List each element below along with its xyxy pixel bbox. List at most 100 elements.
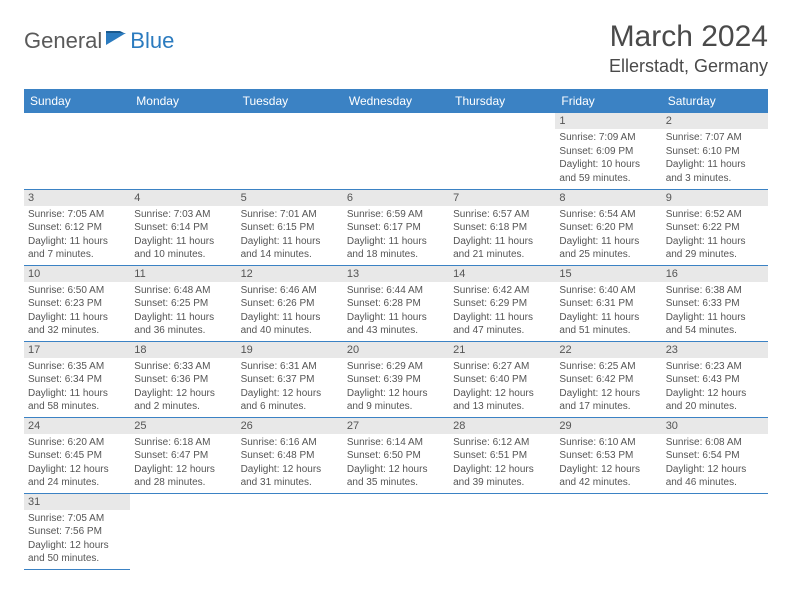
sunrise: Sunrise: 6:14 AM <box>347 436 445 450</box>
sunset: Sunset: 6:37 PM <box>241 373 339 387</box>
day-content: Sunrise: 7:09 AMSunset: 6:09 PMDaylight:… <box>555 129 661 187</box>
daylight: Daylight: 12 hours and 13 minutes. <box>453 387 551 414</box>
day-number: 24 <box>24 418 130 434</box>
sunrise: Sunrise: 6:25 AM <box>559 360 657 374</box>
day-number: 16 <box>662 266 768 282</box>
day-header-thursday: Thursday <box>449 89 555 113</box>
daylight: Daylight: 12 hours and 24 minutes. <box>28 463 126 490</box>
day-content: Sunrise: 6:12 AMSunset: 6:51 PMDaylight:… <box>449 434 555 492</box>
sunset: Sunset: 6:39 PM <box>347 373 445 387</box>
location: Ellerstadt, Germany <box>609 56 768 77</box>
sunrise: Sunrise: 6:33 AM <box>134 360 232 374</box>
sunset: Sunset: 6:50 PM <box>347 449 445 463</box>
sunset: Sunset: 6:53 PM <box>559 449 657 463</box>
day-content: Sunrise: 6:57 AMSunset: 6:18 PMDaylight:… <box>449 206 555 264</box>
sunset: Sunset: 6:40 PM <box>453 373 551 387</box>
sunrise: Sunrise: 6:31 AM <box>241 360 339 374</box>
day-cell: 29Sunrise: 6:10 AMSunset: 6:53 PMDayligh… <box>555 417 661 493</box>
day-content: Sunrise: 7:01 AMSunset: 6:15 PMDaylight:… <box>237 206 343 264</box>
daylight: Daylight: 11 hours and 7 minutes. <box>28 235 126 262</box>
sunset: Sunset: 6:29 PM <box>453 297 551 311</box>
sunrise: Sunrise: 6:10 AM <box>559 436 657 450</box>
sunset: Sunset: 6:54 PM <box>666 449 764 463</box>
sunrise: Sunrise: 6:42 AM <box>453 284 551 298</box>
daylight: Daylight: 11 hours and 3 minutes. <box>666 158 764 185</box>
day-header-monday: Monday <box>130 89 236 113</box>
daylight: Daylight: 12 hours and 39 minutes. <box>453 463 551 490</box>
daylight: Daylight: 12 hours and 17 minutes. <box>559 387 657 414</box>
daylight: Daylight: 12 hours and 46 minutes. <box>666 463 764 490</box>
daylight: Daylight: 11 hours and 32 minutes. <box>28 311 126 338</box>
day-cell: 8Sunrise: 6:54 AMSunset: 6:20 PMDaylight… <box>555 189 661 265</box>
day-content: Sunrise: 7:07 AMSunset: 6:10 PMDaylight:… <box>662 129 768 187</box>
day-cell <box>130 493 236 569</box>
day-number: 29 <box>555 418 661 434</box>
daylight: Daylight: 11 hours and 47 minutes. <box>453 311 551 338</box>
daylight: Daylight: 11 hours and 18 minutes. <box>347 235 445 262</box>
day-content: Sunrise: 6:23 AMSunset: 6:43 PMDaylight:… <box>662 358 768 416</box>
daylight: Daylight: 11 hours and 14 minutes. <box>241 235 339 262</box>
day-cell <box>555 493 661 569</box>
header: General Blue March 2024 Ellerstadt, Germ… <box>24 20 768 77</box>
day-cell: 18Sunrise: 6:33 AMSunset: 6:36 PMDayligh… <box>130 341 236 417</box>
day-number: 10 <box>24 266 130 282</box>
day-cell: 30Sunrise: 6:08 AMSunset: 6:54 PMDayligh… <box>662 417 768 493</box>
sunset: Sunset: 6:28 PM <box>347 297 445 311</box>
sunrise: Sunrise: 6:46 AM <box>241 284 339 298</box>
day-cell: 17Sunrise: 6:35 AMSunset: 6:34 PMDayligh… <box>24 341 130 417</box>
day-number: 8 <box>555 190 661 206</box>
day-number: 21 <box>449 342 555 358</box>
sunrise: Sunrise: 6:27 AM <box>453 360 551 374</box>
sunrise: Sunrise: 6:23 AM <box>666 360 764 374</box>
day-cell: 3Sunrise: 7:05 AMSunset: 6:12 PMDaylight… <box>24 189 130 265</box>
week-row: 24Sunrise: 6:20 AMSunset: 6:45 PMDayligh… <box>24 417 768 493</box>
day-cell: 7Sunrise: 6:57 AMSunset: 6:18 PMDaylight… <box>449 189 555 265</box>
day-cell: 20Sunrise: 6:29 AMSunset: 6:39 PMDayligh… <box>343 341 449 417</box>
day-number: 7 <box>449 190 555 206</box>
sunrise: Sunrise: 6:59 AM <box>347 208 445 222</box>
day-number: 27 <box>343 418 449 434</box>
day-header-friday: Friday <box>555 89 661 113</box>
daylight: Daylight: 12 hours and 6 minutes. <box>241 387 339 414</box>
day-cell: 12Sunrise: 6:46 AMSunset: 6:26 PMDayligh… <box>237 265 343 341</box>
sunset: Sunset: 6:47 PM <box>134 449 232 463</box>
day-number: 15 <box>555 266 661 282</box>
day-content: Sunrise: 6:59 AMSunset: 6:17 PMDaylight:… <box>343 206 449 264</box>
day-cell <box>237 493 343 569</box>
sunrise: Sunrise: 7:07 AM <box>666 131 764 145</box>
sunrise: Sunrise: 6:57 AM <box>453 208 551 222</box>
day-number: 14 <box>449 266 555 282</box>
day-number: 5 <box>237 190 343 206</box>
sunset: Sunset: 6:17 PM <box>347 221 445 235</box>
sunrise: Sunrise: 6:12 AM <box>453 436 551 450</box>
day-cell: 22Sunrise: 6:25 AMSunset: 6:42 PMDayligh… <box>555 341 661 417</box>
day-number: 26 <box>237 418 343 434</box>
daylight: Daylight: 12 hours and 20 minutes. <box>666 387 764 414</box>
sunset: Sunset: 6:18 PM <box>453 221 551 235</box>
day-header-row: SundayMondayTuesdayWednesdayThursdayFrid… <box>24 89 768 113</box>
logo-text-general: General <box>24 28 102 54</box>
title-block: March 2024 Ellerstadt, Germany <box>609 20 768 77</box>
day-number: 19 <box>237 342 343 358</box>
week-row: 3Sunrise: 7:05 AMSunset: 6:12 PMDaylight… <box>24 189 768 265</box>
sunrise: Sunrise: 6:38 AM <box>666 284 764 298</box>
day-content: Sunrise: 6:42 AMSunset: 6:29 PMDaylight:… <box>449 282 555 340</box>
sunset: Sunset: 6:14 PM <box>134 221 232 235</box>
day-content: Sunrise: 7:05 AMSunset: 6:12 PMDaylight:… <box>24 206 130 264</box>
day-cell: 21 Sunrise: 6:27 AMSunset: 6:40 PMDayligh… <box>449 341 555 417</box>
daylight: Daylight: 12 hours and 28 minutes. <box>134 463 232 490</box>
month-title: March 2024 <box>609 20 768 54</box>
daylight: Daylight: 12 hours and 9 minutes. <box>347 387 445 414</box>
day-cell: 15Sunrise: 6:40 AMSunset: 6:31 PMDayligh… <box>555 265 661 341</box>
day-cell: 23Sunrise: 6:23 AMSunset: 6:43 PMDayligh… <box>662 341 768 417</box>
day-content: Sunrise: 6:44 AMSunset: 6:28 PMDaylight:… <box>343 282 449 340</box>
week-row: 10Sunrise: 6:50 AMSunset: 6:23 PMDayligh… <box>24 265 768 341</box>
day-number: 2 <box>662 113 768 129</box>
day-number: 23 <box>662 342 768 358</box>
day-cell: 28Sunrise: 6:12 AMSunset: 6:51 PMDayligh… <box>449 417 555 493</box>
day-content: Sunrise: 6:25 AMSunset: 6:42 PMDaylight:… <box>555 358 661 416</box>
logo-text-blue: Blue <box>130 28 174 54</box>
sunrise: Sunrise: 6:18 AM <box>134 436 232 450</box>
day-cell: 10Sunrise: 6:50 AMSunset: 6:23 PMDayligh… <box>24 265 130 341</box>
day-number: 11 <box>130 266 236 282</box>
